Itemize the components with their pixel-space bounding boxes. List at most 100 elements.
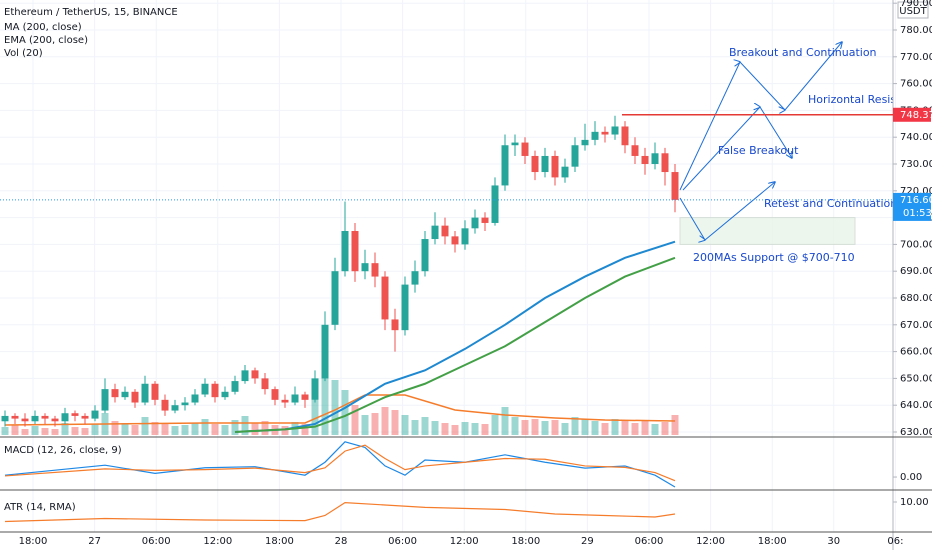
volume-bar bbox=[251, 423, 259, 435]
volume-bar bbox=[211, 424, 219, 435]
volume-bar bbox=[141, 417, 149, 435]
candle-body bbox=[421, 239, 429, 272]
volume-bar bbox=[661, 422, 669, 435]
volume-bar bbox=[191, 423, 199, 435]
volume-bar bbox=[131, 425, 139, 435]
volume-bar bbox=[281, 426, 289, 435]
annotation: False Breakout bbox=[718, 144, 799, 157]
x-tick-label: 06:00 bbox=[635, 536, 664, 547]
volume-bar bbox=[451, 425, 459, 435]
volume-bar bbox=[331, 380, 339, 435]
candle-body bbox=[481, 217, 489, 223]
candle-body bbox=[121, 391, 129, 398]
volume-bar bbox=[71, 427, 79, 435]
candle-body bbox=[471, 217, 479, 229]
candle-body bbox=[191, 394, 199, 403]
volume-bar bbox=[581, 419, 589, 435]
x-tick-label: 12:00 bbox=[203, 536, 232, 547]
volume-bar bbox=[21, 429, 29, 435]
y-tick-label: 630.00 bbox=[900, 427, 932, 438]
currency: USDT bbox=[899, 6, 927, 17]
volume-bar bbox=[361, 415, 369, 435]
symbol-title: Ethereum / TetherUS, 15, BINANCE bbox=[4, 7, 178, 18]
y-tick-label: 670.00 bbox=[900, 320, 932, 331]
candle-body bbox=[251, 370, 259, 379]
indicator-label: Vol (20) bbox=[4, 48, 43, 59]
y-tick-label: 780.00 bbox=[900, 25, 932, 36]
y-tick-label: 760.00 bbox=[900, 79, 932, 90]
y-tick-label: 730.00 bbox=[900, 159, 932, 170]
annotation: 200MAs Support @ $700-710 bbox=[693, 251, 855, 264]
x-tick-label: 28 bbox=[335, 536, 348, 547]
last-price-label: 716.60 bbox=[900, 195, 932, 206]
currency-box[interactable] bbox=[897, 1, 929, 19]
candle-body bbox=[181, 402, 189, 406]
volume-bar bbox=[621, 420, 629, 435]
y-tick-label: 680.00 bbox=[900, 293, 932, 304]
candle-body bbox=[111, 389, 119, 398]
macd-macd-line bbox=[4, 441, 676, 488]
volume-bar bbox=[421, 417, 429, 435]
volume-bar bbox=[241, 416, 249, 435]
candle-body bbox=[551, 155, 559, 178]
annotation: Horizontal Resistance bbox=[808, 93, 927, 106]
candle-body bbox=[611, 126, 619, 135]
volume-bar bbox=[491, 415, 499, 435]
volume-bar bbox=[371, 413, 379, 435]
volume-ma-line bbox=[4, 394, 676, 426]
candle-body bbox=[431, 225, 439, 240]
candle-body bbox=[171, 405, 179, 411]
candle-body bbox=[161, 399, 169, 411]
candle-body bbox=[461, 228, 469, 245]
volume-bar bbox=[181, 425, 189, 435]
candle-body bbox=[271, 389, 279, 400]
x-tick-label: 18:00 bbox=[19, 536, 48, 547]
y-tick-label: 700.00 bbox=[900, 239, 932, 250]
candle-body bbox=[311, 378, 319, 400]
candle-body bbox=[561, 166, 569, 178]
arrows bbox=[679, 42, 842, 240]
candle-body bbox=[651, 153, 659, 164]
candle-body bbox=[51, 418, 59, 422]
annotation: Retest and Continuation bbox=[764, 197, 897, 210]
y-tick-label: 790.00 bbox=[900, 0, 932, 9]
volume-bar bbox=[441, 423, 449, 435]
candle-body bbox=[521, 142, 529, 156]
candle-body bbox=[381, 276, 389, 320]
candle-body bbox=[601, 131, 609, 135]
y-tick-label: 690.00 bbox=[900, 266, 932, 277]
candle-body bbox=[41, 415, 49, 419]
volume-bar bbox=[391, 410, 399, 435]
volume-bar bbox=[401, 415, 409, 435]
x-tick-label: 18:00 bbox=[758, 536, 787, 547]
volume-bar bbox=[561, 423, 569, 435]
y-tick-label: 10.00 bbox=[900, 497, 929, 508]
candle-body bbox=[441, 225, 449, 237]
volume-bar bbox=[61, 423, 69, 435]
candle-body bbox=[411, 271, 419, 285]
candle-body bbox=[341, 231, 349, 272]
volume-bar bbox=[671, 415, 679, 435]
volume-bar bbox=[541, 421, 549, 435]
volume-bar bbox=[111, 421, 119, 435]
candle-body bbox=[91, 410, 99, 419]
ma-line bbox=[234, 240, 676, 433]
candle-body bbox=[401, 284, 409, 331]
candle-body bbox=[81, 415, 89, 419]
candle-body bbox=[151, 383, 159, 400]
x-tick-label: 29 bbox=[581, 536, 594, 547]
volume-bar bbox=[301, 424, 309, 435]
candle-body bbox=[511, 142, 519, 146]
candle-body bbox=[301, 394, 309, 400]
volume-bar bbox=[461, 422, 469, 435]
candle-body bbox=[571, 145, 579, 167]
candle-body bbox=[331, 271, 339, 325]
volume-bar bbox=[321, 365, 329, 435]
volume-bar bbox=[511, 417, 519, 435]
volume-bar bbox=[531, 419, 539, 435]
x-tick-label: 18:00 bbox=[511, 536, 540, 547]
candle-body bbox=[491, 185, 499, 223]
indicator-label: EMA (200, close) bbox=[4, 35, 88, 46]
volume-bar bbox=[651, 424, 659, 435]
candle-body bbox=[71, 413, 79, 416]
